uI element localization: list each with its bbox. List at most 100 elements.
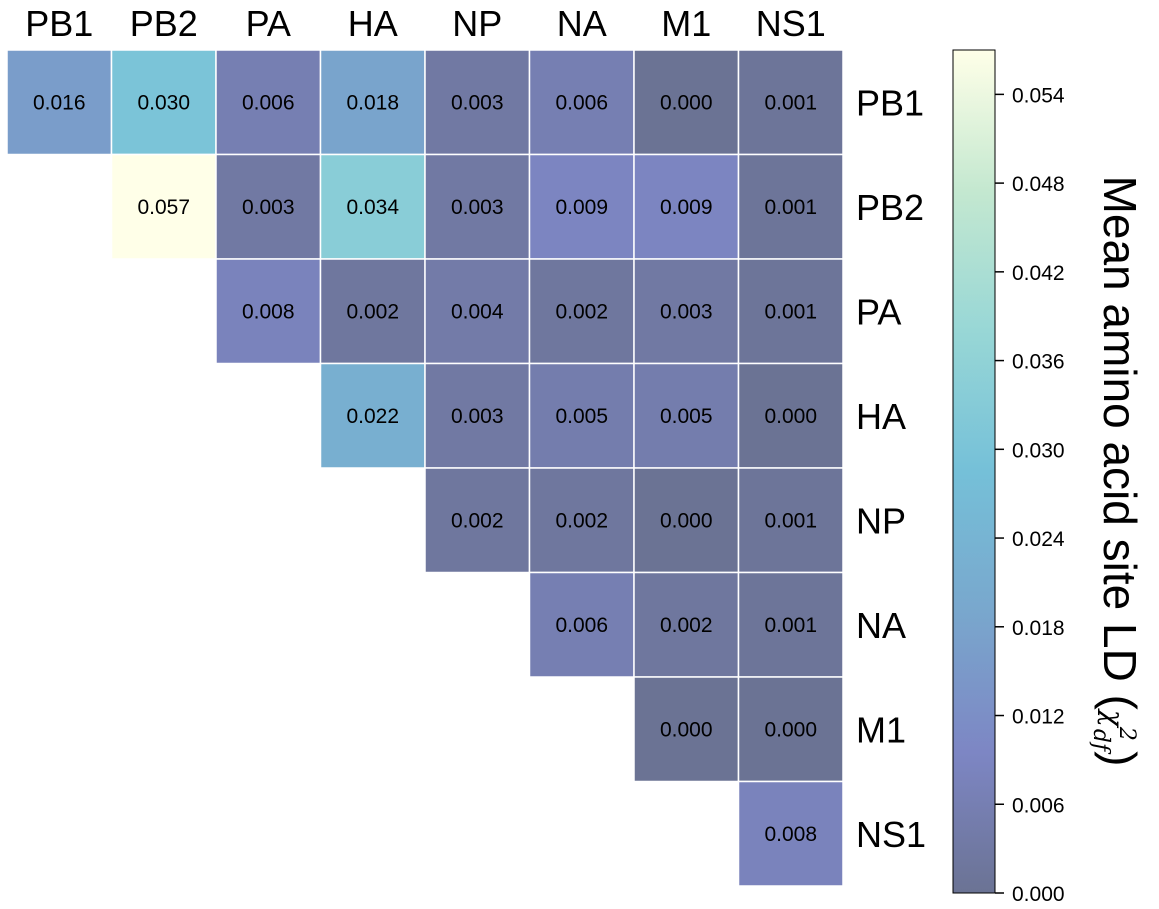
column-labels: PB1 PB2 PA HA NP NA M1 NS1 (25, 3, 826, 44)
heatmap-cell-PB1-PB1 (6, 49, 113, 156)
column-label-PA: PA (246, 3, 291, 44)
colorbar-tick-label: 0.042 (1012, 262, 1065, 285)
cell-value-label: 0.009 (555, 196, 608, 219)
cell-value-label: 0.003 (451, 405, 504, 428)
column-label-PB2: PB2 (130, 3, 198, 44)
heatmap-cell-NP-NS1 (737, 467, 844, 574)
cell-value-label: 0.002 (660, 614, 713, 637)
heatmap-cell-PA-NP (424, 258, 531, 365)
cell-value-label: 0.003 (451, 91, 504, 114)
heatmap-cell-PA-M1 (633, 258, 740, 365)
cell-value-label: 0.006 (555, 614, 608, 637)
colorbar-tick-label: 0.054 (1012, 84, 1065, 107)
heatmap-cell-NA-NA (528, 571, 635, 678)
column-label-NS1: NS1 (756, 3, 826, 44)
heatmap-cell-NP-NA (528, 467, 635, 574)
cell-value-label: 0.002 (346, 300, 399, 323)
cell-value-label: 0.002 (451, 509, 504, 532)
colorbar-tick-label: 0.024 (1012, 528, 1065, 551)
cell-value-label: 0.002 (555, 300, 608, 323)
cell-value-label: 0.000 (660, 718, 713, 741)
row-label-NS1: NS1 (856, 814, 926, 855)
cell-value-label: 0.002 (555, 509, 608, 532)
heatmap-cell-HA-HA (319, 362, 426, 469)
heatmap-cell-PA-PA (215, 258, 322, 365)
heatmap-cell-PB1-NS1 (737, 49, 844, 156)
cell-value-label: 0.008 (764, 823, 817, 846)
heatmap-cell-PB2-NS1 (737, 153, 844, 260)
colorbar-title-text: Mean amino acid site LD ( (1094, 176, 1146, 711)
cell-value-label: 0.001 (764, 91, 817, 114)
heatmap-cell-HA-NS1 (737, 362, 844, 469)
heatmap-cells: 0.016 0.030 0.006 0.018 0.003 0.006 0.000 0.001… (6, 49, 844, 887)
colorbar-title-superscript: 2 (1114, 726, 1139, 741)
cell-value-label: 0.034 (346, 196, 399, 219)
cell-value-label: 0.000 (660, 509, 713, 532)
heatmap-cell-HA-M1 (633, 362, 740, 469)
heatmap-cell-PB2-M1 (633, 153, 740, 260)
cell-value-label: 0.000 (764, 718, 817, 741)
cell-value-label: 0.030 (137, 91, 190, 114)
heatmap-cell-PA-NS1 (737, 258, 844, 365)
cell-value-label: 0.003 (660, 300, 713, 323)
column-label-HA: HA (348, 3, 398, 44)
heatmap-cell-M1-M1 (633, 676, 740, 783)
colorbar-gradient (952, 49, 996, 894)
heatmap-cell-PB1-NA (528, 49, 635, 156)
cell-value-label: 0.003 (451, 196, 504, 219)
cell-value-label: 0.022 (346, 405, 399, 428)
row-label-NP: NP (856, 500, 906, 541)
colorbar-tick-label: 0.000 (1012, 883, 1065, 906)
colorbar-title-close: ) (1094, 751, 1146, 766)
cell-value-label: 0.008 (242, 300, 295, 323)
cell-value-label: 0.004 (451, 300, 504, 323)
row-labels: PB1 PB2 PA HA NP NA M1 NS1 (856, 82, 926, 855)
colorbar-tick-label: 0.012 (1012, 706, 1065, 729)
row-label-PB2: PB2 (856, 187, 924, 228)
cell-value-label: 0.005 (555, 405, 608, 428)
cell-value-label: 0.016 (33, 91, 86, 114)
heatmap-cell-PA-HA (319, 258, 426, 365)
heatmap-cell-HA-NP (424, 362, 531, 469)
column-label-PB1: PB1 (25, 3, 93, 44)
row-label-HA: HA (856, 396, 906, 437)
colorbar-title: Mean amino acid site LD (χ2df) (1088, 176, 1146, 767)
heatmap-cell-PA-NA (528, 258, 635, 365)
column-label-M1: M1 (661, 3, 711, 44)
colorbar-tick-label: 0.030 (1012, 439, 1065, 462)
colorbar-tick-label: 0.018 (1012, 617, 1065, 640)
row-label-NA: NA (856, 605, 906, 646)
cell-value-label: 0.018 (346, 91, 399, 114)
cell-value-label: 0.006 (555, 91, 608, 114)
row-label-M1: M1 (856, 709, 906, 750)
colorbar: 0.000 0.006 0.012 0.018 0.024 0.030 0.036 0.042… (952, 49, 1146, 906)
cell-value-label: 0.001 (764, 614, 817, 637)
heatmap-cell-NS1-NS1 (737, 780, 844, 887)
cell-value-label: 0.005 (660, 405, 713, 428)
heatmap-cell-PB2-NP (424, 153, 531, 260)
colorbar-tick-label: 0.006 (1012, 794, 1065, 817)
colorbar-title-symbol: χ (1097, 708, 1130, 729)
heatmap-cell-NP-NP (424, 467, 531, 574)
cell-value-label: 0.000 (660, 91, 713, 114)
heatmap-cell-PB2-PB2 (110, 153, 217, 260)
cell-value-label: 0.001 (764, 300, 817, 323)
cell-value-label: 0.003 (242, 196, 295, 219)
heatmap-cell-PB2-PA (215, 153, 322, 260)
cell-value-label: 0.001 (764, 196, 817, 219)
cell-value-label: 0.000 (764, 405, 817, 428)
heatmap-cell-PB1-PA (215, 49, 322, 156)
heatmap-cell-NA-NS1 (737, 571, 844, 678)
heatmap-cell-M1-NS1 (737, 676, 844, 783)
cell-value-label: 0.057 (137, 196, 190, 219)
colorbar-tick-label: 0.036 (1012, 351, 1065, 374)
cell-value-label: 0.001 (764, 509, 817, 532)
column-label-NP: NP (452, 3, 502, 44)
cell-value-label: 0.009 (660, 196, 713, 219)
row-label-PB1: PB1 (856, 82, 924, 123)
column-label-NA: NA (557, 3, 607, 44)
row-label-PA: PA (856, 291, 901, 332)
heatmap-cell-PB1-HA (319, 49, 426, 156)
colorbar-title-subscript: df (1088, 729, 1113, 755)
